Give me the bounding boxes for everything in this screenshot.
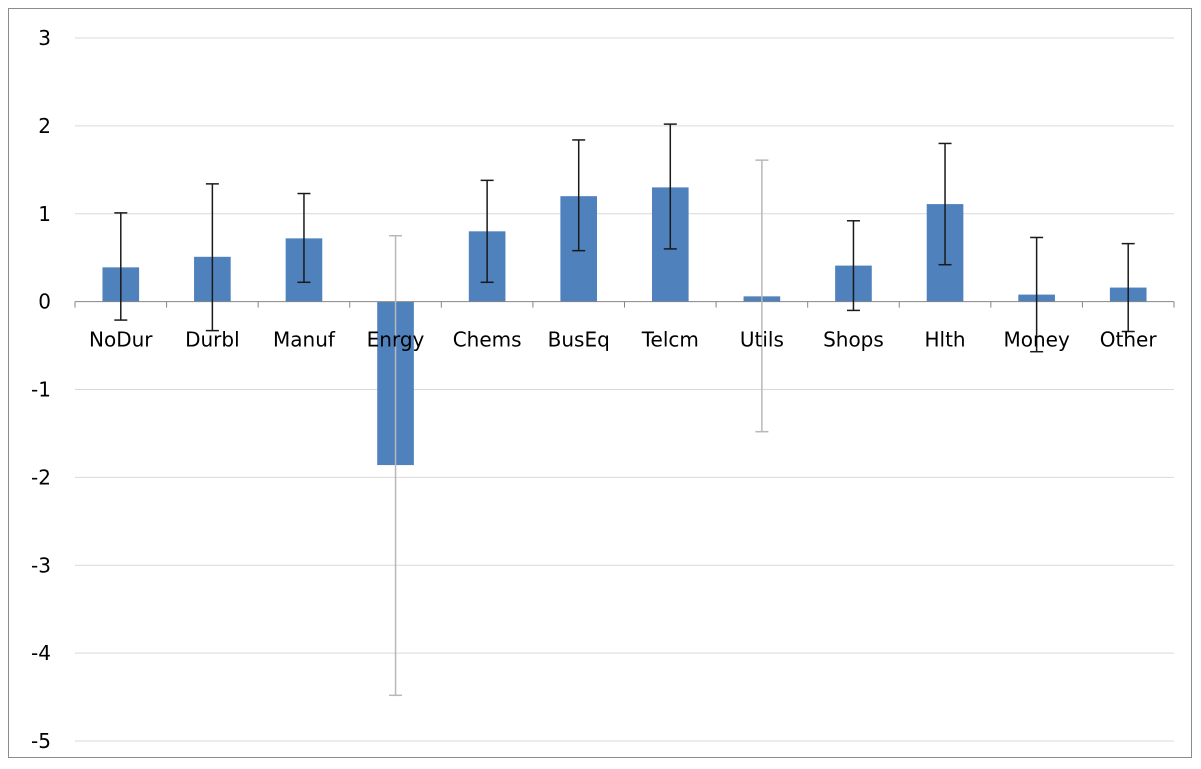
x-category-label: NoDur bbox=[89, 328, 153, 352]
x-category-label: Manuf bbox=[273, 328, 336, 352]
bars bbox=[102, 187, 1147, 466]
x-category-label: Shops bbox=[823, 328, 884, 352]
x-category-label: Durbl bbox=[185, 328, 240, 352]
chart-frame: 3 2 1 0 -1 -2 -3 -4 -5 NoDur Durbl Manuf Enrgy Chems… bbox=[8, 8, 1192, 758]
y-tick-label: -1 bbox=[31, 378, 51, 402]
bar-chart: 3 2 1 0 -1 -2 -3 -4 -5 NoDur Durbl Manuf Enrgy Chems… bbox=[31, 26, 1175, 753]
y-tick-label: -2 bbox=[31, 465, 51, 489]
y-axis-tick-labels: 3 2 1 0 -1 -2 -3 -4 -5 bbox=[31, 26, 51, 753]
y-tick-label: -3 bbox=[31, 553, 51, 577]
gridlines bbox=[75, 37, 1174, 742]
x-category-label: Hlth bbox=[924, 328, 965, 352]
y-tick-label: 0 bbox=[38, 290, 51, 314]
x-category-label: Enrgy bbox=[367, 328, 425, 352]
x-category-label: BusEq bbox=[548, 328, 610, 352]
x-category-label: Money bbox=[1003, 328, 1069, 352]
x-category-label: Utils bbox=[740, 328, 784, 352]
y-tick-label: 2 bbox=[38, 114, 51, 138]
error-bars bbox=[114, 123, 1135, 697]
y-tick-label: 3 bbox=[38, 26, 51, 50]
x-category-label: Chems bbox=[453, 328, 522, 352]
x-category-label: Telcm bbox=[641, 328, 699, 352]
x-category-label: Other bbox=[1100, 328, 1158, 352]
x-axis-line bbox=[74, 301, 1175, 308]
y-tick-label: -5 bbox=[31, 729, 51, 753]
y-tick-label: 1 bbox=[38, 202, 51, 226]
y-tick-label: -4 bbox=[31, 641, 51, 665]
x-axis-category-labels: NoDur Durbl Manuf Enrgy Chems BusEq Telcm Utils… bbox=[89, 328, 1157, 352]
